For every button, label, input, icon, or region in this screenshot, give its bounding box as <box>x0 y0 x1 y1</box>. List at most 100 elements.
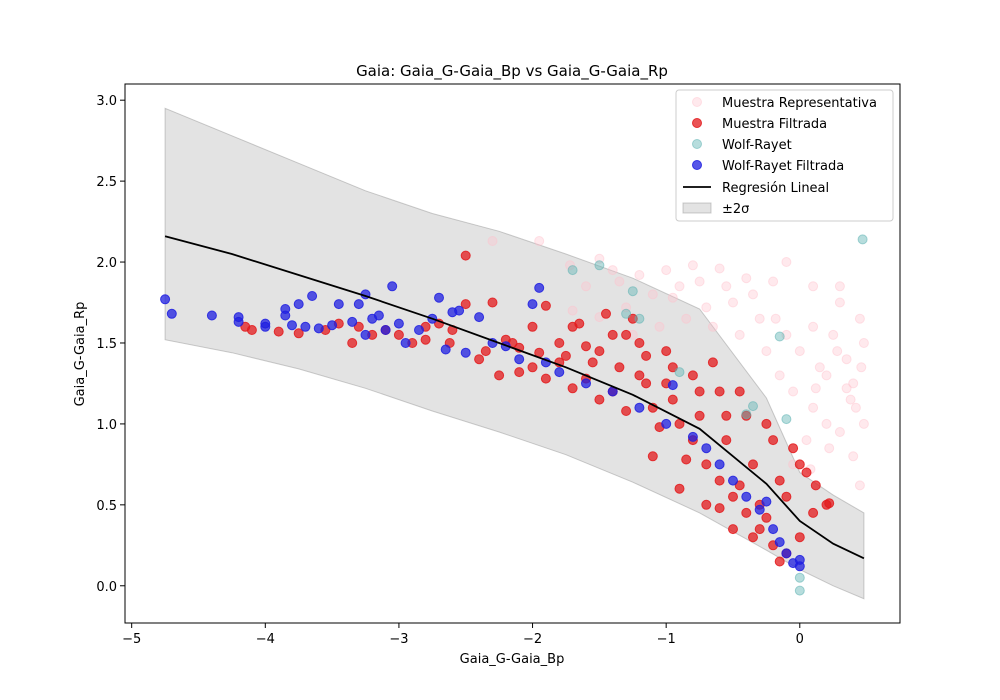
data-point <box>293 328 304 339</box>
data-point <box>280 310 291 321</box>
data-point <box>373 310 384 321</box>
data-point <box>774 370 785 381</box>
data-point <box>741 409 752 420</box>
data-point <box>714 386 725 397</box>
legend-marker-muestra-representativa <box>692 97 702 107</box>
data-point <box>313 323 324 334</box>
data-point <box>734 329 745 340</box>
data-point <box>774 331 785 342</box>
data-point <box>661 418 672 429</box>
data-point <box>707 321 718 332</box>
data-point <box>701 443 712 454</box>
data-point <box>794 346 805 357</box>
axes-frame <box>124 83 901 624</box>
y-tick-label: 1.0 <box>96 418 117 433</box>
x-tick-label: −4 <box>256 632 275 647</box>
data-point <box>540 300 551 311</box>
y-tick-label: 0.0 <box>96 580 117 595</box>
data-point <box>634 402 645 413</box>
data-point <box>748 289 758 300</box>
data-point <box>327 320 338 331</box>
data-point <box>774 475 785 486</box>
data-point <box>821 418 832 429</box>
data-point <box>834 297 845 308</box>
data-point <box>400 338 411 348</box>
data-point <box>721 435 732 446</box>
data-point <box>694 276 705 287</box>
data-point <box>734 386 745 397</box>
data-point <box>834 281 845 292</box>
data-point <box>567 383 578 394</box>
data-point <box>774 537 785 548</box>
data-point <box>687 431 698 442</box>
data-point <box>587 357 598 368</box>
data-point <box>858 338 869 348</box>
data-point <box>641 378 652 389</box>
data-point <box>160 294 171 305</box>
data-point <box>728 524 738 535</box>
legend-label-2sigma: ±2σ <box>722 202 749 217</box>
data-point <box>794 459 805 470</box>
data-point <box>761 346 772 357</box>
data-point <box>621 406 632 416</box>
data-point <box>494 370 505 381</box>
legend-label-wolf-rayet-filtrada: Wolf-Rayet Filtrada <box>722 159 844 174</box>
data-point <box>748 532 758 543</box>
data-point <box>634 370 645 381</box>
data-point <box>667 292 678 303</box>
data-point <box>621 329 632 340</box>
data-point <box>387 281 398 292</box>
data-point <box>614 362 625 373</box>
data-point <box>788 443 799 454</box>
data-point <box>701 302 712 313</box>
y-tick-label: 1.5 <box>96 337 117 352</box>
series-muestra-representativa <box>487 236 869 491</box>
data-point <box>774 556 785 567</box>
legend-box <box>675 89 894 222</box>
data-point <box>554 338 565 348</box>
data-point <box>514 367 525 378</box>
data-point <box>287 320 297 331</box>
data-point <box>594 394 605 405</box>
data-point <box>527 299 538 310</box>
data-point <box>460 299 471 310</box>
data-point <box>781 414 792 425</box>
data-point <box>487 236 498 246</box>
legend-label-wolf-rayet: Wolf-Rayet <box>722 138 792 153</box>
data-point <box>721 281 732 292</box>
legend-label-regresion-lineal: Regresión Lineal <box>722 181 829 196</box>
data-point <box>634 270 645 280</box>
data-point <box>854 480 865 491</box>
data-point <box>594 346 605 357</box>
data-point <box>560 350 571 361</box>
data-point <box>460 347 471 358</box>
data-point <box>647 451 658 462</box>
data-point <box>300 321 311 332</box>
data-point <box>534 236 545 246</box>
data-point <box>801 467 812 478</box>
data-point <box>701 459 712 470</box>
plot-area <box>160 107 869 600</box>
data-point <box>770 313 781 324</box>
data-point <box>741 491 752 502</box>
data-point <box>460 250 471 261</box>
data-point <box>607 265 618 276</box>
data-point <box>273 326 284 337</box>
data-point <box>333 299 344 310</box>
data-point <box>527 362 538 373</box>
data-point <box>761 418 772 429</box>
x-tick-label: 0 <box>796 632 804 647</box>
data-point <box>420 334 431 345</box>
data-point <box>808 507 819 518</box>
data-point <box>565 260 575 271</box>
data-point <box>824 443 835 454</box>
data-point <box>647 289 658 300</box>
data-point <box>661 265 672 276</box>
data-point <box>667 380 678 391</box>
legend-marker-wolf-rayet <box>692 139 702 149</box>
data-point <box>393 318 404 329</box>
chart-title: Gaia: Gaia_G-Gaia_Bp vs Gaia_G-Gaia_Rp <box>356 62 668 81</box>
y-tick-label: 2.5 <box>96 175 117 190</box>
data-point <box>554 367 565 378</box>
data-point <box>828 329 839 340</box>
